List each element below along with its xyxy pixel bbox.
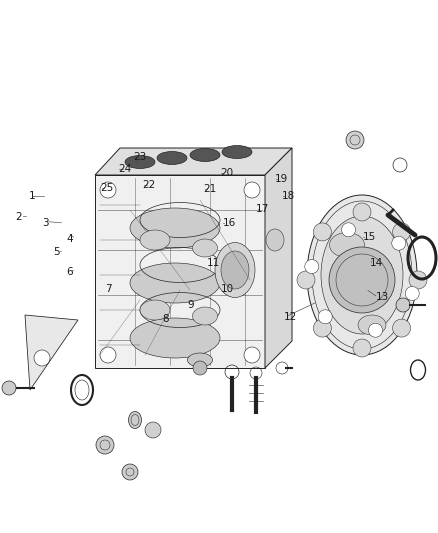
- Circle shape: [409, 271, 427, 289]
- Circle shape: [329, 247, 395, 313]
- Ellipse shape: [125, 156, 155, 168]
- Circle shape: [2, 381, 16, 395]
- Ellipse shape: [307, 195, 417, 355]
- Circle shape: [244, 182, 260, 198]
- Ellipse shape: [215, 243, 255, 297]
- Circle shape: [353, 339, 371, 357]
- Text: 23: 23: [134, 152, 147, 162]
- Text: 16: 16: [223, 218, 236, 228]
- Text: 18: 18: [282, 191, 295, 201]
- Ellipse shape: [192, 239, 218, 257]
- Text: 15: 15: [363, 232, 376, 242]
- Ellipse shape: [130, 263, 220, 303]
- Text: 6: 6: [66, 267, 73, 277]
- Circle shape: [122, 464, 138, 480]
- Text: 4: 4: [67, 234, 74, 244]
- Circle shape: [314, 319, 332, 337]
- Text: 2: 2: [15, 212, 22, 222]
- Circle shape: [405, 286, 419, 301]
- Ellipse shape: [140, 300, 170, 320]
- Circle shape: [346, 131, 364, 149]
- Circle shape: [145, 422, 161, 438]
- Circle shape: [100, 182, 116, 198]
- Circle shape: [318, 310, 332, 324]
- Circle shape: [305, 260, 319, 273]
- Text: 21: 21: [204, 184, 217, 194]
- Polygon shape: [25, 315, 78, 390]
- Ellipse shape: [329, 232, 364, 257]
- Polygon shape: [95, 175, 265, 368]
- Ellipse shape: [321, 216, 403, 334]
- Ellipse shape: [190, 149, 220, 161]
- Text: 19: 19: [275, 174, 288, 183]
- Circle shape: [314, 223, 332, 241]
- Ellipse shape: [358, 315, 386, 335]
- Circle shape: [396, 298, 410, 312]
- Ellipse shape: [266, 229, 284, 251]
- Circle shape: [392, 236, 406, 250]
- Text: 24: 24: [118, 165, 131, 174]
- Circle shape: [353, 203, 371, 221]
- Circle shape: [193, 361, 207, 375]
- Circle shape: [392, 319, 410, 337]
- Text: 13: 13: [376, 293, 389, 302]
- Text: 25: 25: [100, 183, 113, 193]
- Circle shape: [392, 223, 410, 241]
- Text: 9: 9: [187, 301, 194, 310]
- Text: 20: 20: [220, 168, 233, 178]
- Ellipse shape: [130, 318, 220, 358]
- Circle shape: [96, 436, 114, 454]
- Text: 22: 22: [142, 181, 155, 190]
- Text: 14: 14: [370, 258, 383, 268]
- Circle shape: [297, 271, 315, 289]
- Ellipse shape: [140, 230, 170, 250]
- Text: 3: 3: [42, 218, 49, 228]
- Ellipse shape: [130, 208, 220, 248]
- Text: 12: 12: [284, 312, 297, 322]
- Circle shape: [100, 347, 116, 363]
- Text: 10: 10: [221, 285, 234, 294]
- Circle shape: [244, 347, 260, 363]
- Polygon shape: [265, 148, 292, 368]
- Text: 11: 11: [207, 258, 220, 268]
- Text: 5: 5: [53, 247, 60, 256]
- Ellipse shape: [128, 411, 141, 429]
- Ellipse shape: [222, 146, 252, 158]
- Circle shape: [368, 323, 382, 337]
- Ellipse shape: [192, 307, 218, 325]
- Ellipse shape: [157, 151, 187, 165]
- Circle shape: [34, 350, 50, 366]
- Ellipse shape: [187, 353, 212, 367]
- Text: 7: 7: [105, 285, 112, 294]
- Text: 17: 17: [256, 205, 269, 214]
- Polygon shape: [95, 148, 292, 175]
- Circle shape: [342, 223, 356, 237]
- Text: 1: 1: [28, 191, 35, 201]
- Text: 8: 8: [162, 314, 169, 324]
- Ellipse shape: [221, 251, 249, 289]
